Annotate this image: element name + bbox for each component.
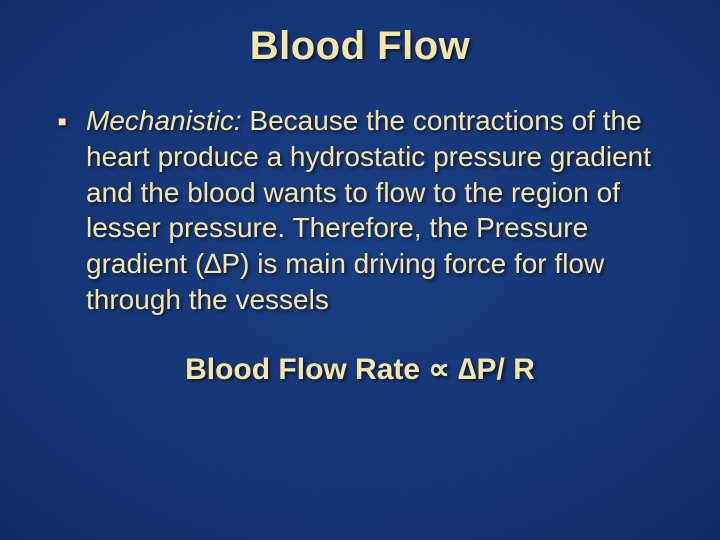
slide: Blood Flow ■ Mechanistic: Because the co… (0, 0, 720, 540)
lead-label: Mechanistic: (86, 105, 242, 136)
bullet-item: ■ Mechanistic: Because the contractions … (58, 103, 662, 318)
body-text: Mechanistic: Because the contractions of… (86, 103, 662, 318)
formula-line: Blood Flow Rate ∝ ∆P/ R (58, 352, 662, 387)
body-paragraph: Because the contractions of the heart pr… (86, 105, 651, 315)
slide-title: Blood Flow (0, 0, 720, 69)
body-area: ■ Mechanistic: Because the contractions … (0, 69, 720, 387)
square-bullet-icon: ■ (58, 114, 72, 128)
